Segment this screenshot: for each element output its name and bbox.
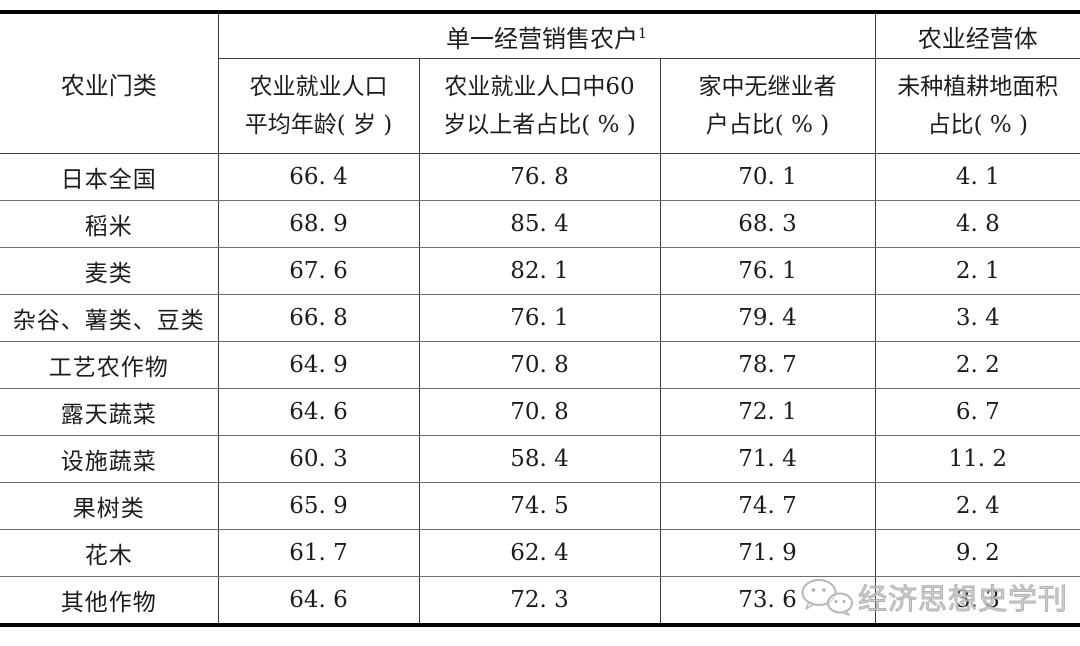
group-header-single-operation-farms: 单一经营销售农户1 [217,12,876,59]
col-header-line: 户占比( % ) [705,112,830,138]
cell-avg-age: 68. 9 [217,200,419,248]
cell-uncultivated-share: 2. 4 [874,482,1080,530]
table-row-greenhouse-vegetables: 设施蔬菜 60. 3 58. 4 71. 4 11. 2 [0,435,1080,483]
cell-no-successor-share: 71. 9 [659,529,876,577]
cell-no-successor-share: 73. 6 [659,576,876,625]
table-row-wheat: 麦类 67. 6 82. 1 76. 1 2. 1 [0,247,1080,295]
cell-avg-age: 64. 6 [217,576,419,625]
cell-uncultivated-share: 3. 4 [874,294,1080,342]
cell-no-successor-share: 78. 7 [659,341,876,389]
col-header-line: 家中无继业者 [698,74,837,100]
row-category: 设施蔬菜 [0,435,218,483]
cell-no-successor-share: 70. 1 [659,153,876,201]
table-row-other-crops: 其他作物 64. 6 72. 3 73. 6 3. 3 [0,576,1080,625]
table-body: 日本全国 66. 4 76. 8 70. 1 4. 1 稻米 68. 9 85.… [0,153,1080,625]
cell-uncultivated-share: 11. 2 [874,435,1080,483]
cell-over60-share: 70. 8 [418,341,660,389]
cell-uncultivated-share: 2. 1 [874,247,1080,295]
corner-header-category: 农业门类 [0,12,218,154]
table-row-misc-grains: 杂谷、薯类、豆类 66. 8 76. 1 79. 4 3. 4 [0,294,1080,342]
table-header: 农业门类 单一经营销售农户1 农业经营体 农业就业人口 平均年龄( 岁 ) 农业… [0,12,1080,154]
row-category: 果树类 [0,482,218,530]
cell-over60-share: 72. 3 [418,576,660,625]
cell-over60-share: 82. 1 [418,247,660,295]
col-header-no-successor-share: 家中无继业者 户占比( % ) [659,58,876,154]
cell-avg-age: 64. 9 [217,341,419,389]
row-category: 其他作物 [60,590,157,616]
cell-over60-share: 76. 1 [418,294,660,342]
cell-over60-share: 62. 4 [418,529,660,577]
row-category: 麦类 [0,247,218,295]
cell-uncultivated-share: 4. 8 [874,200,1080,248]
cell-over60-share: 70. 8 [418,388,660,436]
cell-over60-share: 74. 5 [418,482,660,530]
cell-uncultivated-share: 6. 7 [874,388,1080,436]
sub-header-row: 农业就业人口 平均年龄( 岁 ) 农业就业人口中60 岁以上者占比( % ) 家… [0,58,1080,154]
row-category: 露天蔬菜 [0,388,218,436]
table-row-industrial-crops: 工艺农作物 64. 9 70. 8 78. 7 2. 2 [0,341,1080,389]
cell-no-successor-share: 74. 7 [659,482,876,530]
cell-uncultivated-share: 2. 2 [874,341,1080,389]
row-category: 日本全国 [0,153,218,201]
row-category: 稻米 [0,200,218,248]
cell-avg-age: 61. 7 [217,529,419,577]
col-header-over60-share: 农业就业人口中60 岁以上者占比( % ) [418,58,660,154]
cell-uncultivated-share: 4. 1 [874,153,1080,201]
row-category: 杂谷、薯类、豆类 [0,294,218,342]
col-header-line: 未种植耕地面积 [897,74,1059,100]
col-header-uncultivated-share: 未种植耕地面积 占比( % ) [874,58,1080,154]
cell-avg-age: 66. 4 [217,153,419,201]
cell-no-successor-share: 68. 3 [659,200,876,248]
col-header-line: 农业就业人口中60 [444,74,635,100]
row-category: 花木 [0,529,218,577]
agriculture-aging-table: 农业门类 单一经营销售农户1 农业经营体 农业就业人口 平均年龄( 岁 ) 农业… [0,10,1080,627]
cell-avg-age: 65. 9 [217,482,419,530]
cell-avg-age: 64. 6 [217,388,419,436]
cell-avg-age: 67. 6 [217,247,419,295]
col-header-line: 岁以上者占比( % ) [443,112,636,138]
cell-over60-share: 76. 8 [418,153,660,201]
cell-uncultivated-share: 3. 3 [874,576,1080,625]
cell-avg-age: 66. 8 [217,294,419,342]
cell-over60-share: 58. 4 [418,435,660,483]
col-header-avg-age: 农业就业人口 平均年龄( 岁 ) [217,58,419,154]
cell-no-successor-share: 79. 4 [659,294,876,342]
table-row-flowers: 花木 61. 7 62. 4 71. 9 9. 2 [0,529,1080,577]
group-header-label: 单一经营销售农户 [446,24,639,53]
table-row-fruit-trees: 果树类 65. 9 74. 5 74. 7 2. 4 [0,482,1080,530]
cell-no-successor-share: 76. 1 [659,247,876,295]
cell-uncultivated-share: 9. 2 [874,529,1080,577]
col-header-line: 平均年龄( 岁 ) [244,112,393,138]
group-header-agri-entity: 农业经营体 [874,12,1080,59]
table-row-open-field-vegetables: 露天蔬菜 64. 6 70. 8 72. 1 6. 7 [0,388,1080,436]
table-row-rice: 稻米 68. 9 85. 4 68. 3 4. 8 [0,200,1080,248]
cell-no-successor-share: 72. 1 [659,388,876,436]
cell-over60-share: 85. 4 [418,200,660,248]
row-category: 工艺农作物 [0,341,218,389]
footnote-marker: 1 [638,25,647,42]
col-header-line: 农业就业人口 [249,74,388,100]
group-header-row: 农业门类 单一经营销售农户1 农业经营体 [0,12,1080,154]
cell-no-successor-share: 71. 4 [659,435,876,483]
cell-avg-age: 60. 3 [217,435,419,483]
col-header-line: 占比( % ) [927,112,1028,138]
table-row-japan-total: 日本全国 66. 4 76. 8 70. 1 4. 1 [0,153,1080,201]
